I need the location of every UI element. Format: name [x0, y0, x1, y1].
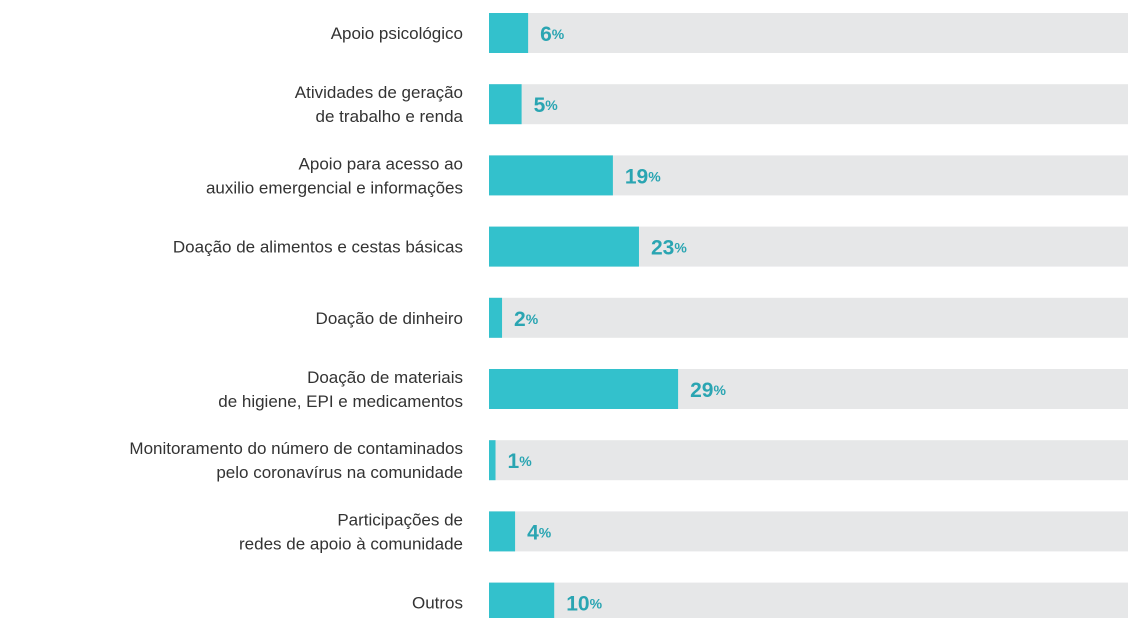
category-line: Atividades de geração	[295, 83, 463, 102]
category-line: Doação de materiais	[307, 368, 463, 387]
value-number: 23	[651, 236, 674, 259]
value-label: 1%	[508, 450, 533, 473]
value-label: 6%	[540, 23, 565, 46]
category-line: Apoio para acesso ao	[299, 154, 463, 173]
bar	[489, 13, 529, 53]
category-line: redes de apoio à comunidade	[239, 534, 463, 553]
bar	[489, 582, 555, 618]
category-label: Participações de redes de apoio à comunid…	[239, 510, 463, 553]
value-label: 4%	[527, 521, 552, 544]
category-line: auxilio emergencial e informações	[206, 178, 463, 197]
value-unit: %	[590, 595, 603, 611]
category-line: de trabalho e renda	[316, 107, 464, 126]
value-unit: %	[713, 382, 726, 398]
category-label: Apoio psicológico	[331, 24, 463, 43]
category-label: Doação de dinheiro	[316, 309, 463, 328]
value-unit: %	[526, 311, 539, 327]
value-number: 4	[527, 521, 539, 544]
category-line: Apoio psicológico	[331, 24, 463, 43]
category-label: Doação de alimentos e cestas básicas	[173, 238, 463, 257]
bar-track	[489, 582, 1128, 618]
bar	[489, 511, 516, 552]
value-number: 10	[566, 592, 589, 615]
bar	[489, 369, 679, 409]
value-unit: %	[545, 97, 558, 113]
value-label: 19%	[625, 165, 661, 188]
bar-track	[489, 13, 1128, 53]
value-number: 19	[625, 165, 648, 188]
bar	[489, 297, 503, 338]
value-number: 6	[540, 23, 552, 46]
bar	[489, 226, 639, 267]
value-label: 10%	[566, 592, 602, 615]
category-line: Doação de alimentos e cestas básicas	[173, 238, 463, 257]
category-label: Apoio para acesso ao auxilio emergencial …	[206, 154, 463, 197]
category-line: Participações de	[337, 510, 463, 529]
bar	[489, 155, 613, 196]
value-label: 23%	[651, 236, 687, 259]
bar-track	[489, 297, 1128, 338]
category-label: Doação de materiais de higiene, EPI e med…	[218, 368, 463, 411]
category-line: pelo coronavírus na comunidade	[216, 463, 463, 482]
category-label: Atividades de geração de trabalho e renda	[295, 83, 464, 126]
value-number: 29	[690, 379, 713, 402]
bar-track	[489, 511, 1128, 552]
value-label: 5%	[534, 94, 559, 117]
value-unit: %	[674, 239, 687, 255]
category-line: Monitoramento do número de contaminados	[129, 439, 463, 458]
value-unit: %	[539, 524, 552, 540]
value-unit: %	[552, 26, 565, 42]
value-unit: %	[519, 453, 532, 469]
bar-track	[489, 440, 1128, 481]
value-label: 2%	[514, 307, 539, 330]
category-label: Monitoramento do número de contaminados p…	[129, 439, 463, 482]
category-line: Outros	[412, 594, 463, 613]
value-number: 5	[534, 94, 546, 117]
value-number: 1	[508, 450, 520, 473]
bar	[489, 84, 522, 125]
value-number: 2	[514, 307, 526, 330]
category-line: Doação de dinheiro	[316, 309, 463, 328]
value-label: 29%	[690, 379, 726, 402]
bar	[489, 440, 496, 481]
bar-track	[489, 84, 1128, 125]
category-label: Outros	[412, 594, 463, 613]
value-unit: %	[648, 168, 661, 184]
category-line: de higiene, EPI e medicamentos	[218, 392, 463, 411]
